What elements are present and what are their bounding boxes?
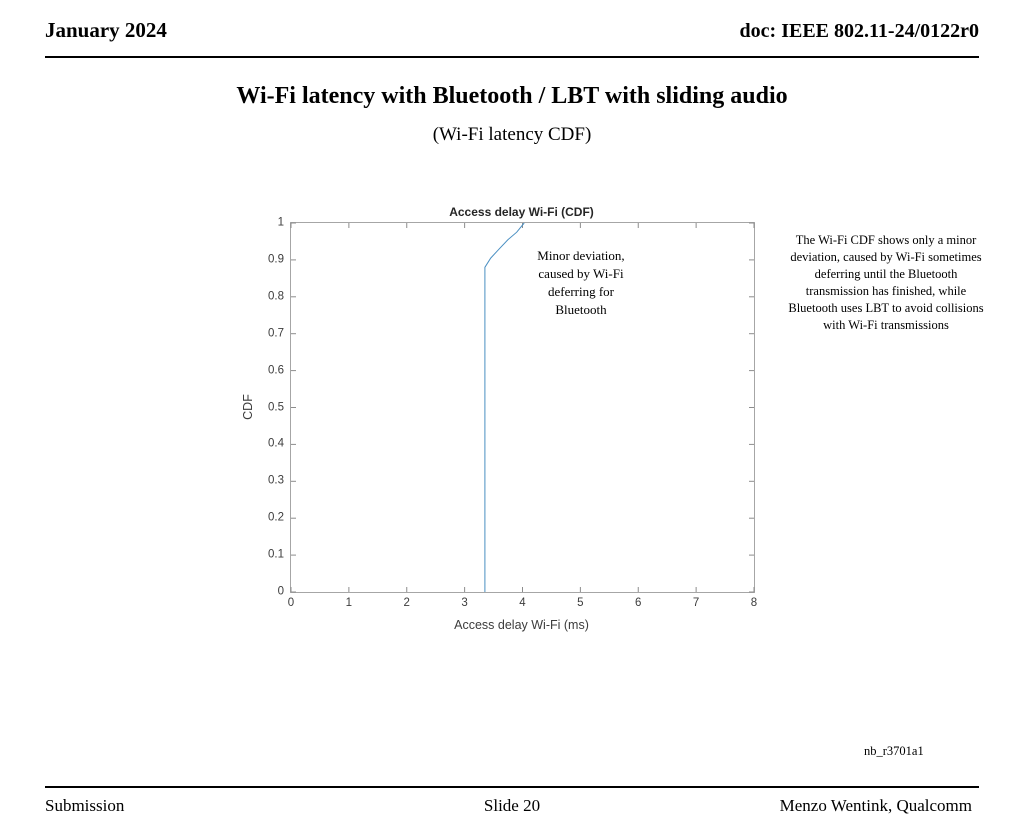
x-tick-label: 5 [577,597,584,609]
x-tick-label: 6 [635,597,642,609]
y-tick-label: 0.8 [268,290,284,303]
y-tick-label: 0.6 [268,363,284,376]
footer-author: Menzo Wentink, Qualcomm [779,796,972,815]
x-tick-label: 4 [519,597,526,609]
header-date: January 2024 [45,18,167,42]
side-note: The Wi-Fi CDF shows only a minor deviati… [788,233,984,332]
footer-slide-number: Slide 20 [483,796,541,815]
tick-marks [290,222,755,593]
slide-title: Wi-Fi latency with Bluetooth / LBT with … [236,83,788,109]
x-tick-label: 3 [461,597,468,609]
watermark-label: nb_r3701a1 [864,744,924,758]
cdf-polyline [484,222,525,592]
cdf-plot [484,222,525,592]
x-tick-label: 8 [750,597,758,609]
y-tick-label: 0.1 [268,548,284,561]
header-rule [45,56,979,58]
chart-annotation: Minor deviation, caused by Wi-Fi deferri… [537,248,625,317]
x-tick-label: 7 [692,597,700,609]
x-tick-label: 1 [345,597,353,609]
y-tick-label: 0 [277,585,284,598]
footer-submission: Submission [45,796,125,815]
header-doc-id: doc: IEEE 802.11-24/0122r0 [739,20,979,42]
y-tick-label: 0.3 [268,474,284,487]
y-tick-label: 0.9 [268,253,284,266]
y-tick-label: 0.7 [268,327,284,340]
x-tick-label: 2 [403,597,410,609]
footer-rule [45,786,979,788]
y-tick-label: 0.5 [268,400,284,413]
y-tick-label: 1 [277,216,284,229]
x-axis-label: Access delay Wi-Fi (ms) [454,618,589,632]
y-tick-label: 0.4 [268,437,284,450]
plot-area: Minor deviation, caused by Wi-Fi deferri… [268,216,757,609]
y-axis-label: CDF [241,394,255,420]
slide-subtitle: (Wi-Fi latency CDF) [432,124,592,145]
chart-title: Access delay Wi-Fi (CDF) [449,205,594,219]
y-tick-label: 0.2 [268,511,284,524]
x-tick-label: 0 [287,597,295,609]
